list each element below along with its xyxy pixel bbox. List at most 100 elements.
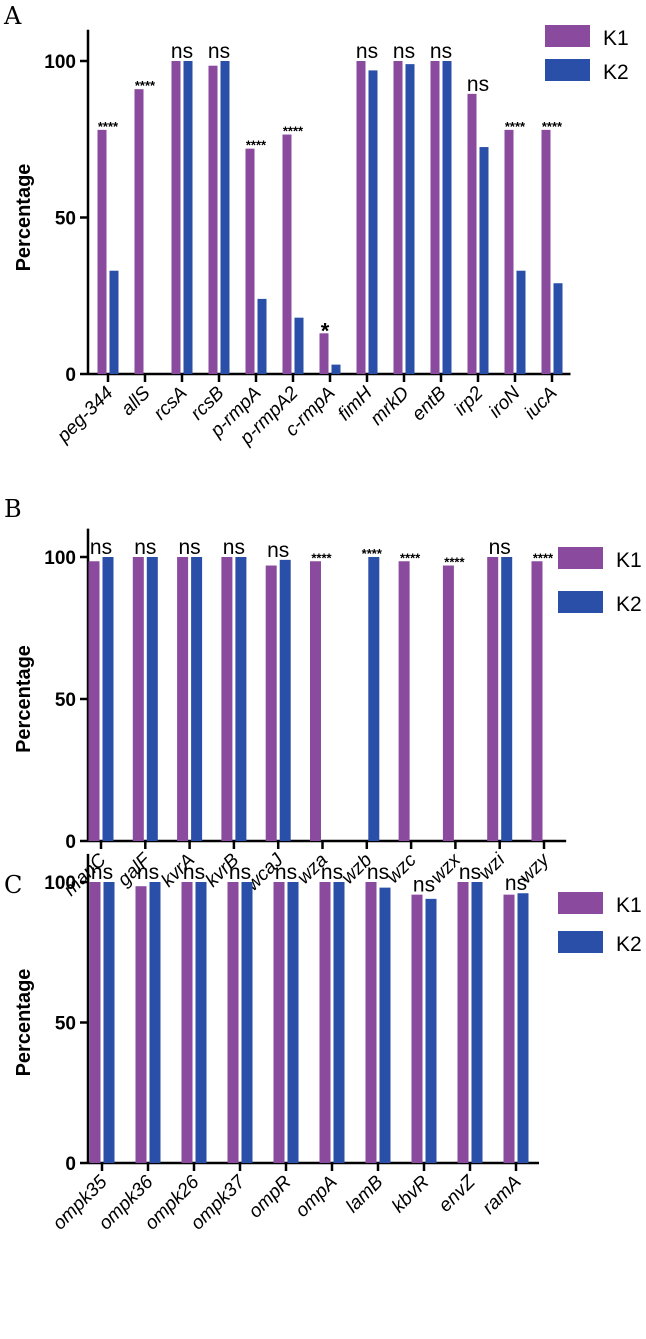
legend-label-k1: K1 — [616, 894, 642, 917]
significance-label: ns — [413, 874, 435, 897]
significance-label: **** — [505, 119, 526, 134]
legend-swatch-k2 — [545, 59, 590, 81]
category-label: lamB — [342, 1171, 388, 1217]
category-label: ompR — [245, 1171, 296, 1222]
bar-k1 — [245, 148, 255, 374]
y-tick-label: 50 — [55, 1014, 76, 1035]
significance-label: **** — [246, 138, 267, 153]
legend-swatch-k2 — [558, 591, 603, 613]
bar-k1 — [227, 882, 239, 1163]
bar-k2 — [553, 283, 563, 374]
significance-label: **** — [533, 550, 554, 565]
significance-label: ns — [137, 861, 159, 884]
bar-k1 — [442, 565, 454, 841]
significance-label: **** — [98, 119, 119, 134]
bar-k2 — [379, 887, 391, 1163]
category-label: ramA — [479, 1172, 526, 1219]
bar-k2 — [191, 557, 203, 841]
bar-k2 — [103, 882, 115, 1163]
significance-label: ns — [459, 861, 481, 884]
significance-label: **** — [362, 546, 383, 561]
bar-k1 — [208, 65, 218, 374]
significance-label: ns — [208, 40, 230, 63]
y-tick-label: 0 — [65, 1154, 76, 1175]
bar-k1 — [89, 882, 101, 1163]
bar-k1 — [310, 561, 321, 841]
legend-label-k2: K2 — [616, 933, 642, 956]
bar-k1 — [221, 557, 233, 841]
bar-k1 — [132, 557, 144, 841]
y-axis-title: Percentage — [13, 164, 35, 272]
legend-swatch-k1 — [558, 547, 603, 569]
y-tick-label: 50 — [55, 209, 76, 230]
bar-k2 — [517, 893, 529, 1163]
bar-k1 — [282, 134, 292, 374]
category-label: kbvR — [388, 1171, 434, 1217]
bar-k2 — [109, 270, 119, 374]
legend-swatch-k2 — [558, 931, 603, 953]
bar-k2 — [442, 61, 452, 374]
significance-label: **** — [283, 124, 304, 139]
significance-label: ns — [321, 861, 343, 884]
bar-k1 — [177, 557, 189, 841]
significance-label: ns — [179, 536, 201, 559]
bar-k1 — [457, 882, 469, 1163]
bar-k2 — [471, 882, 483, 1163]
bar-k1 — [88, 561, 100, 841]
bar-k1 — [398, 561, 410, 841]
bar-k2 — [425, 898, 437, 1163]
bar-k1 — [467, 93, 477, 375]
significance-label: ns — [505, 872, 527, 895]
bar-k1 — [134, 89, 144, 375]
y-axis-title: Percentage — [13, 645, 35, 753]
significance-label: ns — [90, 536, 112, 559]
bar-k2 — [368, 557, 380, 841]
bar-k2 — [516, 270, 526, 374]
category-label: envZ — [435, 1171, 481, 1217]
bar-k1 — [181, 882, 193, 1163]
significance-label: ns — [171, 40, 193, 63]
y-tick-label: 0 — [65, 365, 76, 386]
panel-letter: C — [4, 871, 22, 899]
bar-k2 — [331, 364, 341, 374]
bar-k1 — [356, 61, 366, 374]
bar-k2 — [501, 557, 513, 841]
y-tick-label: 100 — [44, 548, 76, 569]
bar-k2 — [235, 557, 247, 841]
significance-label: ns — [229, 861, 251, 884]
bar-k1 — [365, 882, 377, 1163]
significance-label: ns — [267, 539, 289, 562]
significance-label: ns — [393, 40, 415, 63]
significance-label: **** — [542, 119, 563, 134]
significance-label: ns — [223, 536, 245, 559]
legend-label-k1: K1 — [616, 549, 642, 572]
panel-letter: A — [3, 2, 22, 30]
legend-label-k1: K1 — [603, 27, 629, 50]
bar-k2 — [195, 882, 207, 1163]
significance-label: ns — [430, 40, 452, 63]
y-axis-title: Percentage — [13, 969, 35, 1077]
bar-k1 — [411, 894, 423, 1163]
significance-label: ns — [356, 40, 378, 63]
bar-k2 — [479, 147, 489, 374]
category-label: mrkD — [367, 382, 414, 429]
significance-label: ns — [489, 536, 511, 559]
significance-label: ns — [467, 73, 489, 96]
bar-k1 — [135, 886, 147, 1163]
bar-k2 — [287, 882, 299, 1163]
significance-label: ns — [367, 861, 389, 884]
bar-k1 — [393, 61, 403, 374]
significance-label: * — [321, 318, 330, 343]
bar-k2 — [333, 882, 345, 1163]
legend-label-k2: K2 — [603, 61, 629, 84]
significance-label: **** — [400, 550, 421, 565]
significance-label: ns — [134, 536, 156, 559]
category-label: entB — [408, 382, 451, 425]
panel-c: C050100Percentageompk35nsompk36nsompk26n… — [4, 853, 642, 1234]
significance-label: **** — [444, 555, 465, 570]
bar-k2 — [279, 559, 291, 841]
bar-k2 — [149, 882, 161, 1163]
category-label: irp2 — [450, 382, 488, 420]
bar-k1 — [97, 129, 107, 374]
